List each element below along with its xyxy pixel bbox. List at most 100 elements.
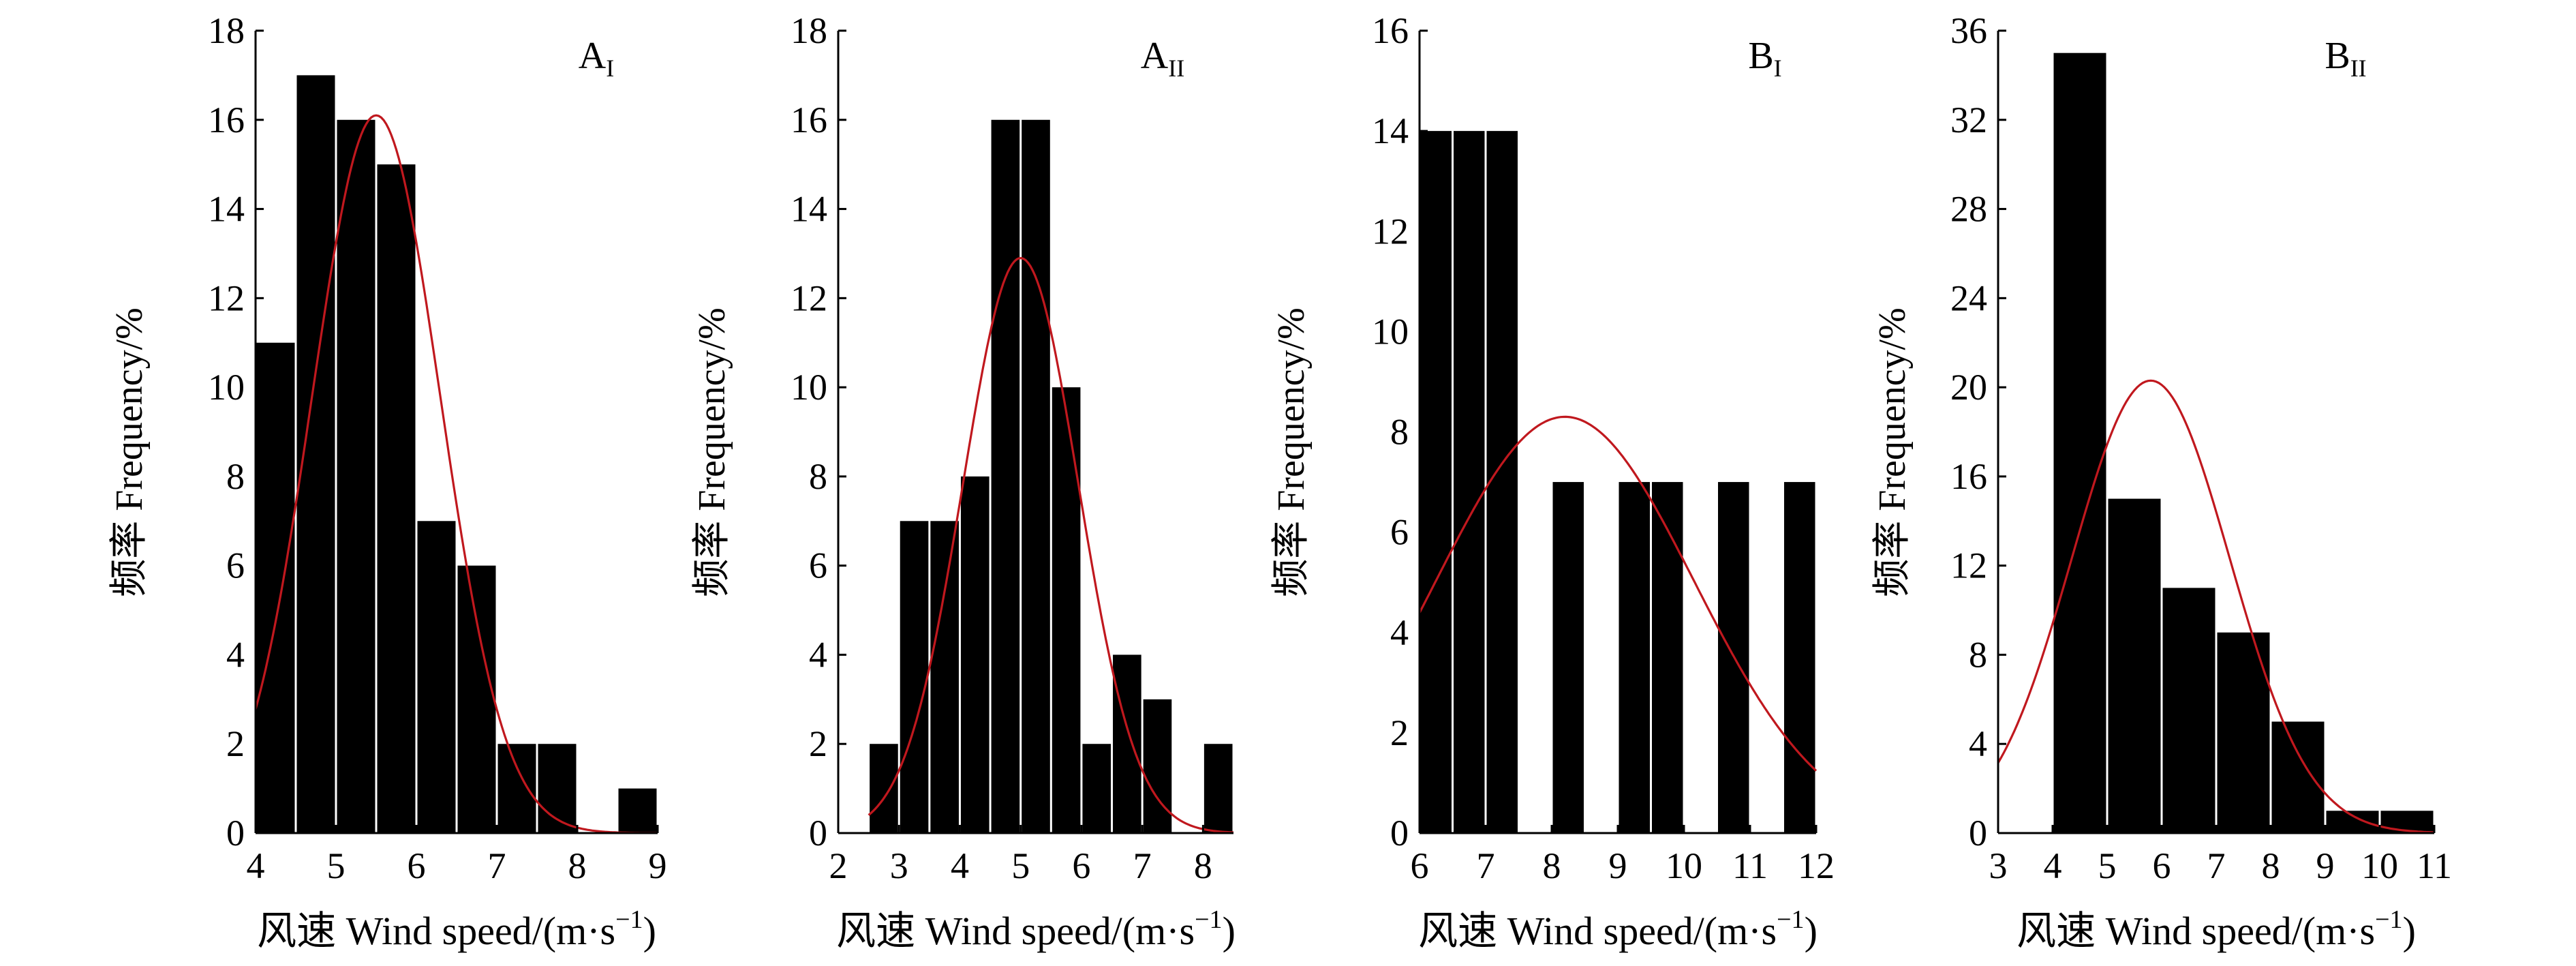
y-tick-label: 16 <box>791 100 827 140</box>
y-tick-label: 28 <box>1950 189 1987 230</box>
histogram-bar <box>900 521 929 833</box>
x-tick-label: 6 <box>2153 845 2171 886</box>
y-tick-label: 8 <box>809 456 827 497</box>
histogram-bar <box>1113 654 1141 833</box>
histogram-bar <box>256 342 295 833</box>
y-tick-label: 2 <box>1390 712 1409 753</box>
x-tick-label: 5 <box>1011 845 1030 886</box>
y-tick-label: 6 <box>809 545 827 586</box>
x-axis-label: 风速 Wind speed/(m·s−1) <box>836 905 1236 953</box>
x-tick-label: 12 <box>1798 845 1835 886</box>
y-tick-label: 0 <box>1969 813 1987 854</box>
histogram-bar <box>1022 119 1050 833</box>
y-tick-label: 10 <box>208 367 245 408</box>
x-tick-label: 7 <box>2207 845 2226 886</box>
y-tick-label: 12 <box>1372 211 1409 252</box>
x-tick-label: 8 <box>1194 845 1212 886</box>
x-tick-label: 7 <box>1133 845 1152 886</box>
y-tick-label: 8 <box>1969 634 1987 675</box>
x-tick-label: 7 <box>488 845 506 886</box>
y-tick-label: 24 <box>1950 277 1987 318</box>
x-tick-label: 9 <box>2316 845 2335 886</box>
y-tick-label: 18 <box>791 10 827 51</box>
x-axis-label: 风速 Wind speed/(m·s−1) <box>257 905 656 953</box>
histogram-bar <box>1552 482 1584 833</box>
histogram-bar <box>870 744 898 833</box>
histogram-bar <box>1203 744 1233 833</box>
y-tick-label: 0 <box>809 813 827 854</box>
normal-fit-curve <box>868 256 1234 834</box>
y-tick-label: 4 <box>1969 723 1987 764</box>
x-tick-label: 9 <box>1609 845 1627 886</box>
histogram-bar <box>2053 52 2106 833</box>
x-tick-label: 5 <box>2098 845 2117 886</box>
histogram-bar <box>337 119 375 833</box>
histogram-bar <box>2326 811 2379 833</box>
y-tick-label: 0 <box>226 813 245 854</box>
chart-panel-1: 0 2 4 6 8 10 12 14 16 18 4 5 6 7 8 9 AI 频率 Frequency/% 风速 … <box>108 10 667 953</box>
histogram-bar <box>497 744 536 833</box>
y-tick-label: 32 <box>1950 100 1987 140</box>
normal-fit-curve <box>1997 379 2435 834</box>
y-tick-label: 12 <box>208 277 245 318</box>
histogram-bar <box>1143 699 1172 833</box>
x-tick-label: 3 <box>1989 845 2008 886</box>
x-tick-label: 11 <box>2417 845 2452 886</box>
y-tick-label: 2 <box>809 723 827 764</box>
histogram-bar <box>960 476 990 833</box>
y-tick-label: 12 <box>791 277 827 318</box>
y-tick-label: 16 <box>1950 456 1987 497</box>
y-tick-label: 4 <box>809 634 827 675</box>
x-tick-label: 8 <box>568 845 587 886</box>
y-tick-label: 14 <box>791 189 827 230</box>
y-tick-label: 6 <box>226 545 245 586</box>
histogram-bar <box>2271 721 2325 833</box>
histogram-bar <box>1052 387 1081 833</box>
histogram-bar <box>991 119 1020 833</box>
y-axis-label: 频率 Frequency/% <box>691 307 733 597</box>
y-tick-label: 16 <box>208 100 245 140</box>
y-tick-label: 10 <box>791 367 827 408</box>
y-tick-label: 8 <box>226 456 245 497</box>
panel-title: AI <box>579 35 614 82</box>
y-axis-label: 频率 Frequency/% <box>1871 307 1914 597</box>
y-tick-label: 2 <box>226 723 245 764</box>
x-axis-label: 风速 Wind speed/(m·s−1) <box>1418 905 1818 953</box>
x-tick-label: 8 <box>2262 845 2280 886</box>
histogram-bar <box>1652 482 1683 833</box>
panel-title: BII <box>2325 35 2366 82</box>
x-tick-label: 6 <box>1072 845 1090 886</box>
histogram-bar <box>377 164 416 833</box>
histogram-bar <box>1420 131 1452 833</box>
y-tick-label: 10 <box>1372 311 1409 352</box>
histogram-bar <box>618 788 657 833</box>
y-tick-label: 20 <box>1950 367 1987 408</box>
histogram-bar <box>457 565 496 833</box>
y-tick-label: 8 <box>1390 412 1409 453</box>
y-tick-label: 18 <box>208 10 245 51</box>
y-axis-label: 频率 Frequency/% <box>108 307 151 597</box>
histogram-bar <box>1082 744 1111 833</box>
histogram-bar <box>417 521 456 833</box>
normal-fit-curve <box>254 114 658 834</box>
x-tick-label: 10 <box>2361 845 2398 886</box>
x-axis-label: 风速 Wind speed/(m·s−1) <box>2017 905 2416 953</box>
panel-title: BI <box>1748 35 1781 82</box>
histogram-bar <box>2162 588 2215 833</box>
y-tick-label: 0 <box>1390 813 1409 854</box>
x-tick-label: 10 <box>1666 845 1702 886</box>
normal-fit-curve <box>1418 415 1818 772</box>
x-tick-label: 2 <box>829 845 848 886</box>
histogram-bar <box>2217 632 2270 833</box>
chart-panel-3: 0 2 4 6 8 10 12 14 16 6 7 8 9 10 11 12 BI 频率 Frequency/% 风… <box>1270 10 1835 953</box>
y-tick-label: 6 <box>1390 512 1409 553</box>
x-tick-label: 5 <box>327 845 346 886</box>
panel-title: AII <box>1141 35 1184 82</box>
y-tick-label: 4 <box>226 634 245 675</box>
x-tick-label: 4 <box>247 845 265 886</box>
histogram-bar <box>1486 131 1518 833</box>
y-tick-label: 16 <box>1372 10 1409 51</box>
histogram-bar <box>1619 482 1650 833</box>
